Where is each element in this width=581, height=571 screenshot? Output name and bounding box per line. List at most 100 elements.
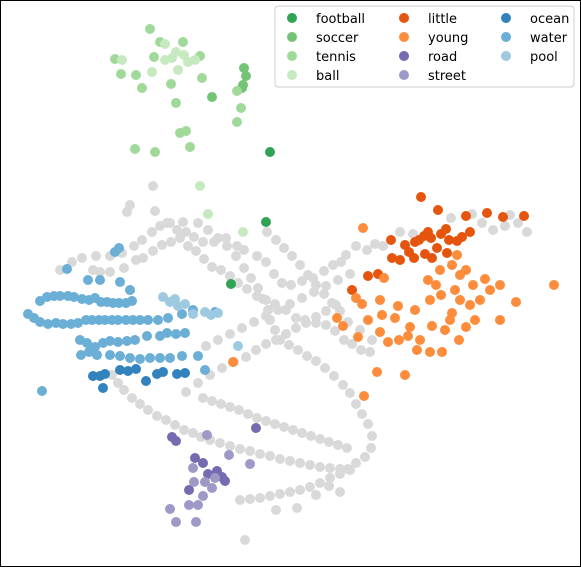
data-point-young <box>427 321 437 331</box>
data-point-water <box>95 275 105 285</box>
legend-label-tennis: tennis <box>316 50 356 65</box>
background-point <box>297 293 307 303</box>
background-point <box>336 257 346 267</box>
data-point-ocean <box>123 366 133 376</box>
background-point <box>330 326 340 336</box>
data-point-ocean <box>158 367 168 377</box>
background-point <box>189 232 199 242</box>
background-point <box>138 253 148 263</box>
background-point <box>271 335 281 345</box>
background-point <box>277 278 287 288</box>
background-point <box>198 393 208 403</box>
background-point <box>175 233 185 243</box>
background-point <box>170 420 180 430</box>
background-point <box>315 434 325 444</box>
data-point-young <box>431 280 441 290</box>
background-point <box>245 446 255 456</box>
background-point <box>302 351 312 361</box>
data-point-little <box>498 212 508 222</box>
data-point-ocean <box>141 376 151 386</box>
data-point-young <box>452 250 462 260</box>
legend-label-soccer: soccer <box>316 31 359 46</box>
data-point-little <box>416 192 426 202</box>
background-point <box>172 225 182 235</box>
background-point <box>262 227 272 237</box>
data-point-water <box>155 353 165 363</box>
background-point <box>188 428 198 438</box>
background-point <box>105 267 115 277</box>
data-point-water <box>62 264 72 274</box>
background-point <box>129 241 139 251</box>
background-point <box>357 409 367 419</box>
data-point-street <box>165 504 175 514</box>
background-point <box>324 481 334 491</box>
background-point <box>360 452 370 462</box>
background-point <box>222 241 232 251</box>
background-point <box>315 462 325 472</box>
data-point-young <box>403 331 413 341</box>
data-point-young <box>393 301 403 311</box>
data-point-tennis <box>116 69 126 79</box>
legend-item-tennis: tennis <box>287 50 356 65</box>
legend-marker-water <box>501 32 511 42</box>
data-point-young <box>358 223 368 233</box>
data-point-water <box>125 285 135 295</box>
data-point-water <box>87 315 97 325</box>
data-point-pool <box>213 308 223 318</box>
data-point-ball <box>167 53 177 63</box>
background-point <box>165 218 175 228</box>
data-point-ocean <box>115 365 125 375</box>
data-point-little <box>427 253 437 263</box>
legend-label-football: football <box>316 12 365 27</box>
legend-item-soccer: soccer <box>287 31 359 46</box>
data-point-little <box>457 232 467 242</box>
data-point-little <box>387 253 397 263</box>
data-point-water <box>113 315 123 325</box>
background-point <box>303 270 313 280</box>
background-point <box>265 451 275 461</box>
background-point <box>193 378 203 388</box>
data-point-ocean <box>100 369 110 379</box>
background-point <box>155 221 165 231</box>
background-point <box>321 320 331 330</box>
data-point-young <box>423 275 433 285</box>
data-point-water <box>193 351 203 361</box>
background-point <box>225 441 235 451</box>
data-point-little <box>423 227 433 237</box>
data-point-water <box>122 336 132 346</box>
data-point-water <box>121 315 131 325</box>
data-point-little <box>395 255 405 265</box>
background-point <box>246 273 256 283</box>
legend-label-little: little <box>428 12 457 27</box>
data-point-tennis <box>166 79 176 89</box>
data-point-water <box>43 319 53 329</box>
background-point <box>324 437 334 447</box>
data-point-little <box>347 285 357 295</box>
data-point-road <box>171 436 181 446</box>
background-point <box>446 213 456 223</box>
background-point <box>261 311 271 321</box>
data-point-water <box>82 338 92 348</box>
data-point-street <box>193 500 203 510</box>
data-point-young <box>455 270 465 280</box>
data-point-street <box>245 459 255 469</box>
data-point-water <box>165 353 175 363</box>
data-point-young <box>485 285 495 295</box>
legend-marker-road <box>399 51 409 61</box>
background-point <box>500 221 510 231</box>
background-point <box>338 380 348 390</box>
data-point-young <box>468 280 478 290</box>
background-point <box>225 271 235 281</box>
background-point <box>331 300 341 310</box>
background-point <box>148 246 158 256</box>
data-point-ocean <box>180 368 190 378</box>
data-point-pool <box>180 299 190 309</box>
data-point-ball <box>183 57 193 67</box>
background-point <box>297 428 307 438</box>
background-point <box>201 341 211 351</box>
background-point <box>291 313 301 323</box>
data-point-little <box>441 224 451 234</box>
data-point-little <box>414 235 424 245</box>
data-point-water <box>76 350 86 360</box>
background-point <box>325 463 335 473</box>
